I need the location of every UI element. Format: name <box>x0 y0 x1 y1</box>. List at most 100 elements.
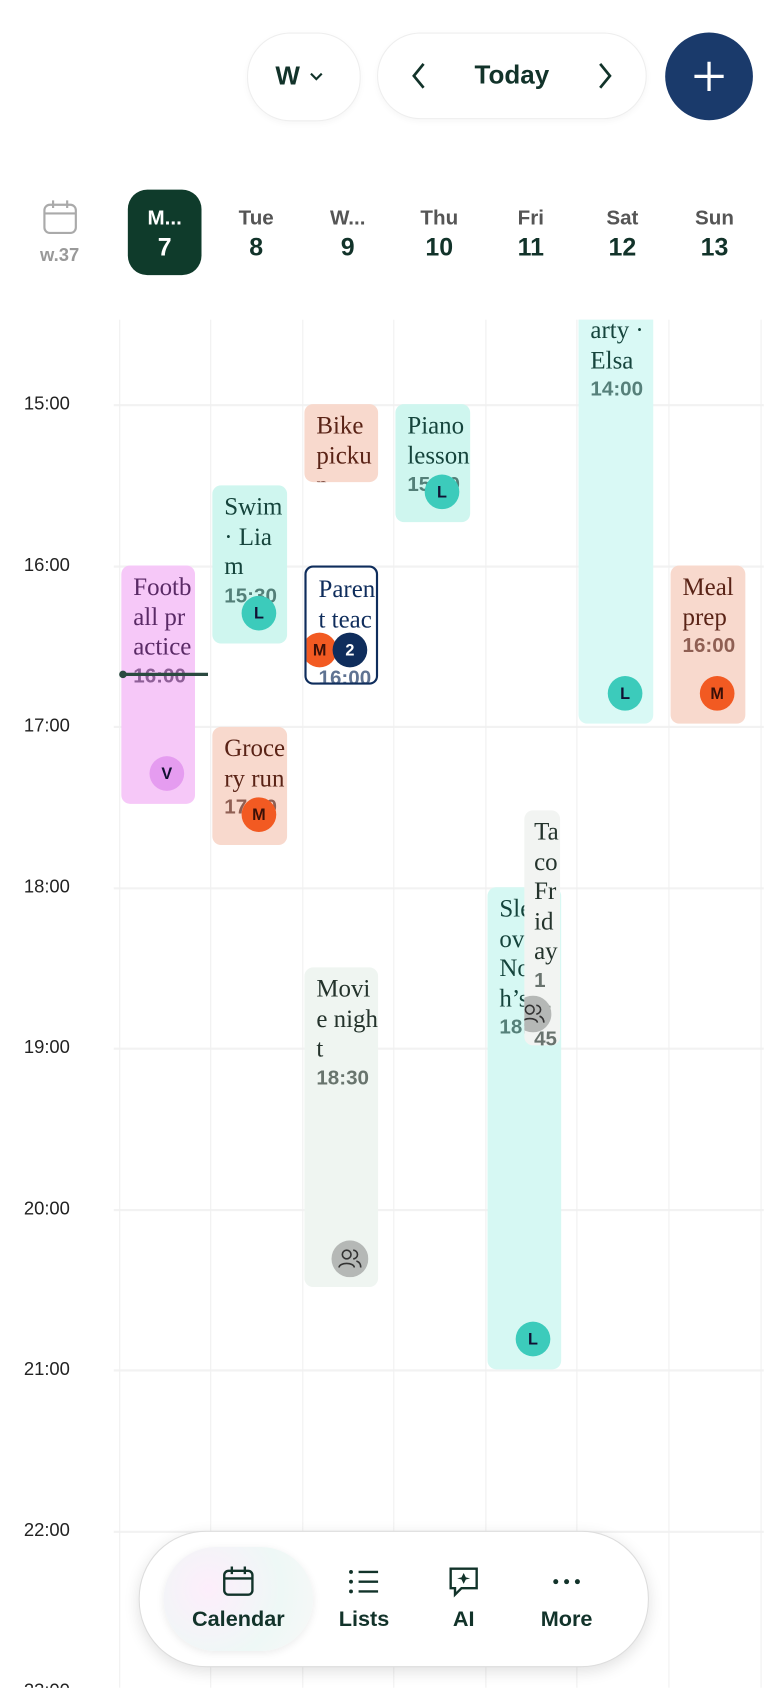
nav-label: More <box>540 1607 593 1632</box>
day-name: Tue <box>238 206 274 230</box>
event-title: Football practice <box>133 573 192 660</box>
grid-line <box>113 1208 764 1211</box>
column-line <box>668 319 670 1688</box>
hour-label: 15:00 <box>23 393 70 414</box>
day-name: Sun <box>695 206 734 230</box>
hour-label: 16:00 <box>23 554 70 575</box>
avatar: L <box>241 595 277 631</box>
event[interactable]: Grocery run17:00M <box>212 726 288 846</box>
avatar: L <box>607 676 643 711</box>
day-date: 11 <box>517 232 545 262</box>
event-title: Birthday party · Elsa <box>590 319 644 374</box>
day-name: M... <box>147 206 182 230</box>
column-line <box>210 319 212 1688</box>
nav-icon <box>449 1567 478 1598</box>
view-label: W <box>275 61 300 92</box>
column-line <box>302 319 304 1688</box>
event-time: 18:30 <box>316 1066 369 1090</box>
nav-item[interactable]: More <box>507 1532 626 1666</box>
grid-line <box>113 1047 764 1050</box>
event-title: Taco Friday <box>534 817 559 965</box>
column-line <box>760 319 762 1688</box>
event[interactable]: Bike pickup15:00 <box>304 404 379 483</box>
day[interactable]: Sun 13 <box>678 190 752 276</box>
day[interactable]: W... 9 <box>311 190 385 276</box>
hour-label: 23:00 <box>24 1680 89 1688</box>
avatar: M <box>306 632 337 668</box>
event-time: 16:00 <box>133 661 195 690</box>
chevron <box>309 72 323 81</box>
day-name: Sat <box>606 206 639 230</box>
today-button[interactable]: Today <box>474 60 550 90</box>
event[interactable]: Taco Friday17:45 <box>524 810 561 1046</box>
hour-label: 19:00 <box>23 1036 70 1058</box>
event-time: 14:00 <box>590 378 644 401</box>
nav-label: AI <box>452 1607 475 1632</box>
nav-item[interactable]: AI <box>404 1532 523 1666</box>
group-icon <box>524 995 552 1033</box>
nav-icon <box>553 1579 580 1585</box>
event[interactable]: Piano lesson15:00L <box>395 404 471 523</box>
event[interactable]: Birthday party · Elsa 14:00 L <box>578 319 654 724</box>
day-date: 9 <box>340 232 355 262</box>
grid-line <box>113 725 764 729</box>
week-icon <box>43 200 77 235</box>
event[interactable]: Movie night 18:30 <box>304 967 379 1288</box>
avatar: M <box>241 797 277 833</box>
prev[interactable] <box>408 60 430 93</box>
nav-icon <box>349 1569 379 1594</box>
column-line <box>119 319 121 1688</box>
day-date: 12 <box>608 232 637 262</box>
event-title: Piano lesson <box>407 411 470 469</box>
grid-line <box>113 564 764 568</box>
next[interactable] <box>594 60 616 93</box>
event-title: Swim · Liam <box>224 492 283 580</box>
view-switch[interactable]: W <box>247 32 361 122</box>
hour-label: 20:00 <box>23 1197 70 1219</box>
event[interactable]: Meal prep 16:00 M <box>670 565 746 724</box>
grid-line <box>113 1369 764 1372</box>
day[interactable]: Thu 10 <box>402 190 476 276</box>
add-button[interactable] <box>665 32 753 121</box>
nav-item[interactable]: Lists <box>304 1532 423 1666</box>
column-line <box>393 319 395 1688</box>
hour-label: 21:00 <box>23 1358 70 1380</box>
hour-label: 22:00 <box>23 1519 70 1540</box>
group-icon <box>331 1240 369 1278</box>
day-date: 8 <box>249 232 264 262</box>
day[interactable]: Fri 11 <box>494 190 568 276</box>
week-number: w.37 <box>39 244 80 266</box>
column-line <box>576 319 578 1688</box>
bottom-nav: Calendar Lists AI More <box>138 1530 649 1668</box>
day[interactable]: Sat 12 <box>586 190 660 276</box>
calendar-grid: Football practice16:00VSwim · Liam15:30L… <box>0 319 780 1688</box>
event-time: 16:00 <box>682 634 736 658</box>
avatar: V <box>149 756 185 791</box>
date-nav: Today <box>377 32 647 120</box>
event-title: Meal prep <box>682 573 734 630</box>
grid-line <box>113 886 764 889</box>
day-name: W... <box>330 206 366 230</box>
avatar: L <box>424 474 460 510</box>
event-title: Movie night <box>316 975 378 1062</box>
nav-item[interactable]: Calendar <box>163 1547 314 1652</box>
day-name: Fri <box>517 206 544 230</box>
event-time: 16:00 <box>318 666 372 685</box>
nav-icon <box>223 1566 254 1596</box>
avatar: L <box>515 1321 551 1357</box>
hour-label: 18:00 <box>23 875 70 897</box>
day[interactable]: Tue 8 <box>219 190 293 276</box>
day[interactable]: M... 7 <box>127 189 202 276</box>
avatar: 2 <box>332 632 368 668</box>
now-line <box>121 672 209 677</box>
nav-label: Calendar <box>191 1607 285 1632</box>
event[interactable]: Swim · Liam 15:30 L <box>212 485 288 644</box>
column-line <box>485 319 487 1688</box>
plus-icon <box>694 61 724 92</box>
event[interactable]: Football practice16:00 V <box>121 565 196 804</box>
nav-label: Lists <box>338 1607 390 1632</box>
event-title: Grocery run <box>224 734 286 792</box>
